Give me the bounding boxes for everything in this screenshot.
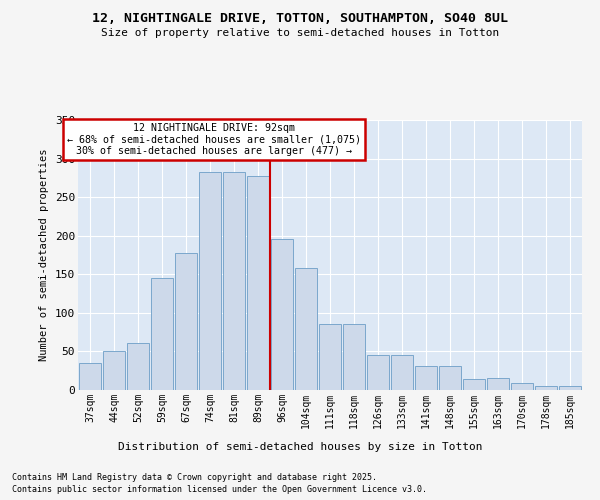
Text: 12, NIGHTINGALE DRIVE, TOTTON, SOUTHAMPTON, SO40 8UL: 12, NIGHTINGALE DRIVE, TOTTON, SOUTHAMPT… — [92, 12, 508, 26]
Bar — [463, 379, 485, 390]
Bar — [319, 324, 341, 390]
Text: Contains public sector information licensed under the Open Government Licence v3: Contains public sector information licen… — [12, 485, 427, 494]
Bar — [151, 278, 173, 390]
Bar — [487, 378, 509, 390]
Text: Distribution of semi-detached houses by size in Totton: Distribution of semi-detached houses by … — [118, 442, 482, 452]
Bar — [343, 324, 365, 390]
Bar — [439, 366, 461, 390]
Text: 12 NIGHTINGALE DRIVE: 92sqm
← 68% of semi-detached houses are smaller (1,075)
30: 12 NIGHTINGALE DRIVE: 92sqm ← 68% of sem… — [67, 122, 361, 156]
Bar — [199, 172, 221, 390]
Bar — [127, 343, 149, 390]
Text: Size of property relative to semi-detached houses in Totton: Size of property relative to semi-detach… — [101, 28, 499, 38]
Bar — [175, 252, 197, 390]
Bar — [295, 268, 317, 390]
Bar — [367, 356, 389, 390]
Bar — [79, 363, 101, 390]
Bar — [511, 383, 533, 390]
Bar — [415, 366, 437, 390]
Bar — [247, 176, 269, 390]
Bar — [223, 172, 245, 390]
Bar — [271, 239, 293, 390]
Bar — [103, 350, 125, 390]
Bar — [391, 356, 413, 390]
Y-axis label: Number of semi-detached properties: Number of semi-detached properties — [40, 149, 49, 361]
Bar — [535, 386, 557, 390]
Bar — [559, 386, 581, 390]
Text: Contains HM Land Registry data © Crown copyright and database right 2025.: Contains HM Land Registry data © Crown c… — [12, 472, 377, 482]
